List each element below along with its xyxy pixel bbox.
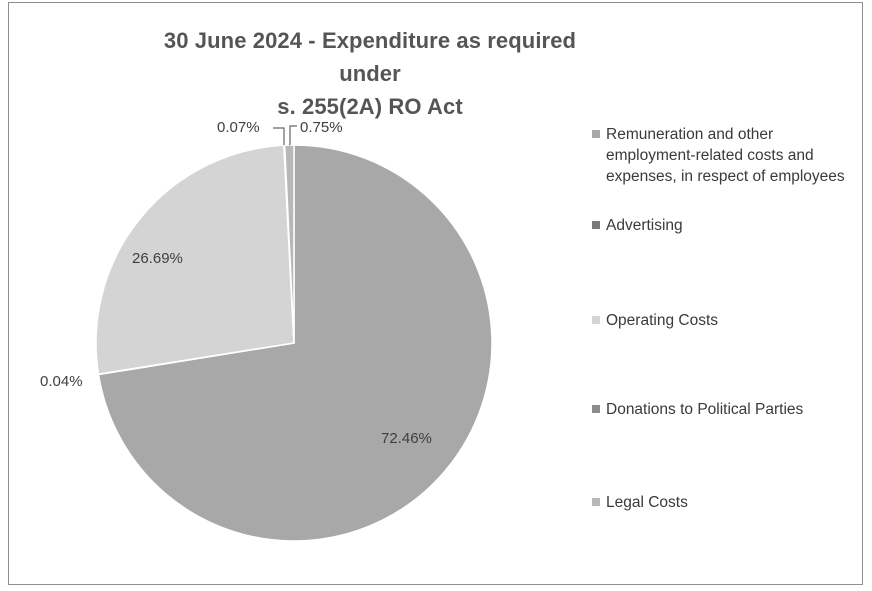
legend-entry: Donations to Political Parties [592, 399, 852, 420]
legend-entry: Remuneration and other employment-relate… [592, 124, 852, 187]
legend-swatch [592, 316, 600, 324]
legend-label: Advertising [606, 217, 683, 234]
chart-title: 30 June 2024 - Expenditure as required u… [140, 24, 600, 123]
legend-swatch [592, 221, 600, 229]
data-label: 0.75% [300, 119, 343, 136]
data-label: 26.69% [132, 250, 183, 267]
legend-swatch [592, 405, 600, 413]
data-label: 0.07% [217, 119, 260, 136]
legend-entry: Legal Costs [592, 492, 852, 513]
legend-swatch [592, 498, 600, 506]
legend-label: Donations to Political Parties [606, 401, 804, 418]
legend-swatch [592, 130, 600, 138]
data-label: 0.04% [40, 373, 83, 390]
pie-slice [95, 144, 295, 375]
legend-entry: Advertising [592, 215, 852, 236]
leader-line [288, 125, 297, 146]
legend-entry: Operating Costs [592, 310, 852, 331]
data-label: 72.46% [381, 430, 432, 447]
legend-label: Operating Costs [606, 312, 718, 329]
chart-title-line-1: 30 June 2024 - Expenditure as required u… [163, 28, 577, 86]
pie-slice [97, 144, 493, 542]
legend-label: Legal Costs [606, 494, 688, 511]
legend-label: Remuneration and other employment-relate… [606, 126, 845, 185]
leader-line [273, 127, 285, 146]
pie-slice [283, 144, 295, 344]
chart-title-line-2: s. 255(2A) RO Act [277, 94, 463, 119]
